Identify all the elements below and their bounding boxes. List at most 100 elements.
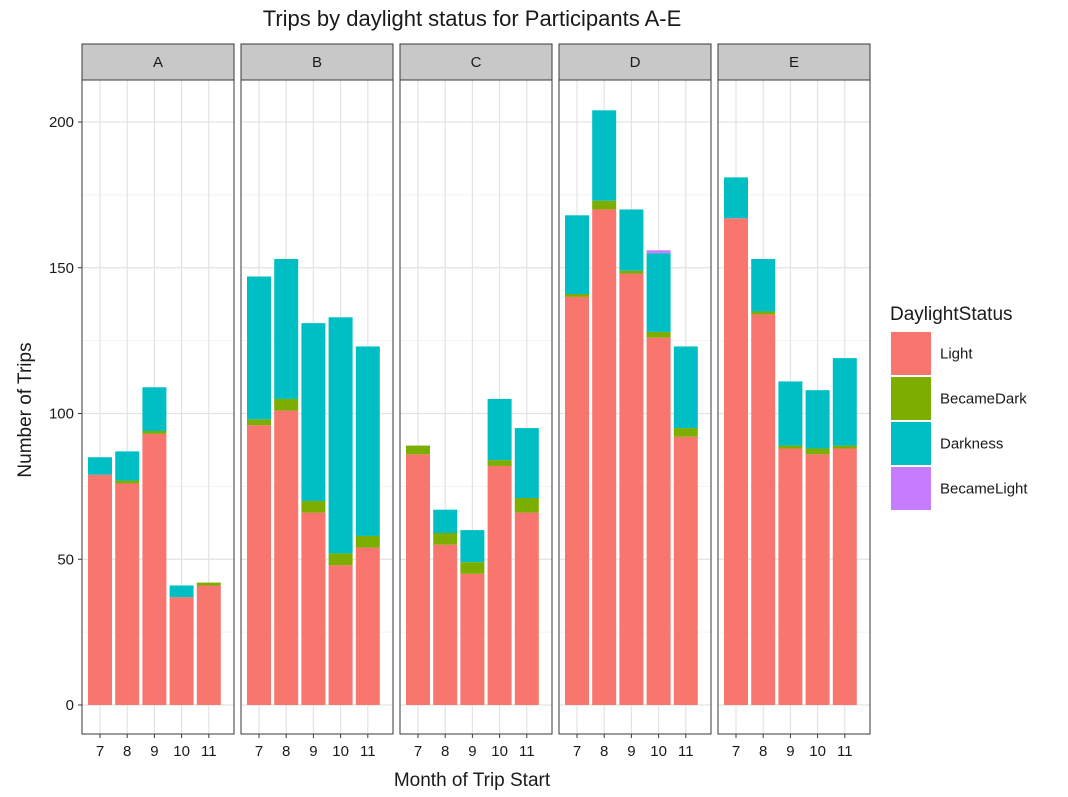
bar-segment-light [196,585,221,705]
facet-panel-d: D 7 8 9 10 11 [558,43,712,760]
bar-segment-darkness [328,317,353,554]
x-tick-label: 8 [759,743,767,760]
bar-segment-light [274,410,299,705]
bar-segment-darkness [673,346,698,429]
panel-border [81,79,235,735]
facet-strip-label: A [153,54,163,71]
bar-segment-becamedark [487,460,512,466]
bar-segment-darkness [514,428,539,499]
facet-strip [81,43,235,81]
x-tick-label: 10 [650,743,667,760]
bar-segment-light [301,512,326,705]
bar-segment-darkness [433,509,458,534]
bar-segment-becamedark [619,270,644,274]
bar-segment-darkness [724,177,748,219]
facet-strip-label: B [312,54,322,71]
panel-border [717,79,871,735]
bar-segment-darkness [619,209,644,271]
bar-segment-light [832,448,857,705]
bar-segment-darkness [301,323,326,501]
bar-segment-darkness [751,259,776,312]
bar-segment-light [142,433,167,705]
bar-segment-becamedark [514,498,539,513]
bar-segment-becamedark [673,428,698,437]
bar-segment-darkness [565,215,589,294]
bar-segment-light [751,314,776,705]
facet-strip [558,43,712,81]
bar-segment-darkness [460,530,485,563]
bar-segment-light [724,218,748,705]
x-tick-label: 7 [96,743,104,760]
facet-strip [240,43,394,81]
x-tick-label: 11 [201,743,217,760]
x-tick-label: 9 [468,743,476,760]
facet-strip [717,43,871,81]
x-tick-label: 9 [786,743,794,760]
bar-segment-becamedark [406,445,430,455]
bar-segment-becamedark [328,553,353,566]
bar-segment-light [355,547,380,705]
x-tick-label: 11 [837,743,853,760]
bar-segment-light [487,465,512,705]
bar-segment-becamedark [460,562,485,574]
x-tick-label: 9 [627,743,635,760]
x-tick-label: 11 [519,743,535,760]
facet-strip [399,43,553,81]
y-tick-label: 150 [49,260,74,277]
bar-segment-darkness [832,358,857,446]
bar-segment-light [406,454,430,705]
y-tick-label: 50 [57,551,74,568]
bar-segment-darkness [487,398,512,461]
bar-segment-becamedark [592,200,617,210]
bar-segment-darkness [355,346,380,536]
x-tick-label: 7 [414,743,422,760]
bar-segment-becamelight [646,250,671,254]
x-tick-label: 10 [809,743,826,760]
bar-segment-darkness [805,390,830,449]
facet-panel-b: B 7 8 9 10 11 [240,43,394,760]
panel-border [240,79,394,735]
facet-panel-c: C 7 8 9 10 11 [399,43,553,760]
bar-segment-darkness [274,259,299,399]
legend-swatch-light [891,332,931,375]
bar-segment-light [778,448,803,705]
legend-swatch-becamedark [891,377,931,420]
bar-segment-becamedark [832,445,857,449]
facets-layer: A 7 8 9 10 11 B 7 8 9 10 11 C 7 8 9 10 11 D 7 8 9 10 11 E 7 8 9 10 11 [81,43,871,760]
legend: DaylightStatus Light BecameDark Darkness Be… [889,304,1028,512]
facet-strip-label: E [789,54,799,71]
bar-segment-light [619,273,644,705]
panel-border [399,79,553,735]
y-tick-label: 200 [49,114,74,131]
bar-segment-becamedark [355,535,380,548]
bar-segment-darkness [142,387,167,431]
x-tick-label: 9 [150,743,158,760]
x-axis-title: Month of Trip Start [394,770,551,791]
x-tick-label: 11 [678,743,694,760]
bar-segment-light [433,544,458,705]
facet-panel-a: A 7 8 9 10 11 [81,43,235,760]
legend-label-becamedark: BecameDark [940,391,1027,408]
bar-segment-becamedark [142,430,167,434]
x-tick-label: 7 [255,743,263,760]
bar-segment-light [88,474,112,705]
bar-segment-becamedark [751,311,776,315]
bar-segment-darkness [646,253,671,332]
legend-label-darkness: Darkness [940,436,1003,453]
legend-swatch-darkness [891,422,931,465]
x-tick-label: 8 [282,743,290,760]
bar-segment-becamedark [778,445,803,449]
x-tick-label: 8 [600,743,608,760]
bar-segment-darkness [592,110,617,201]
bar-segment-becamedark [565,293,589,297]
x-tick-label: 11 [360,743,376,760]
x-tick-label: 10 [491,743,508,760]
bar-segment-darkness [88,457,112,475]
bar-segment-light [805,454,830,705]
legend-label-becamelight: BecameLight [940,481,1028,498]
panel-border [558,79,712,735]
x-tick-label: 10 [173,743,190,760]
bar-segment-darkness [247,276,271,420]
